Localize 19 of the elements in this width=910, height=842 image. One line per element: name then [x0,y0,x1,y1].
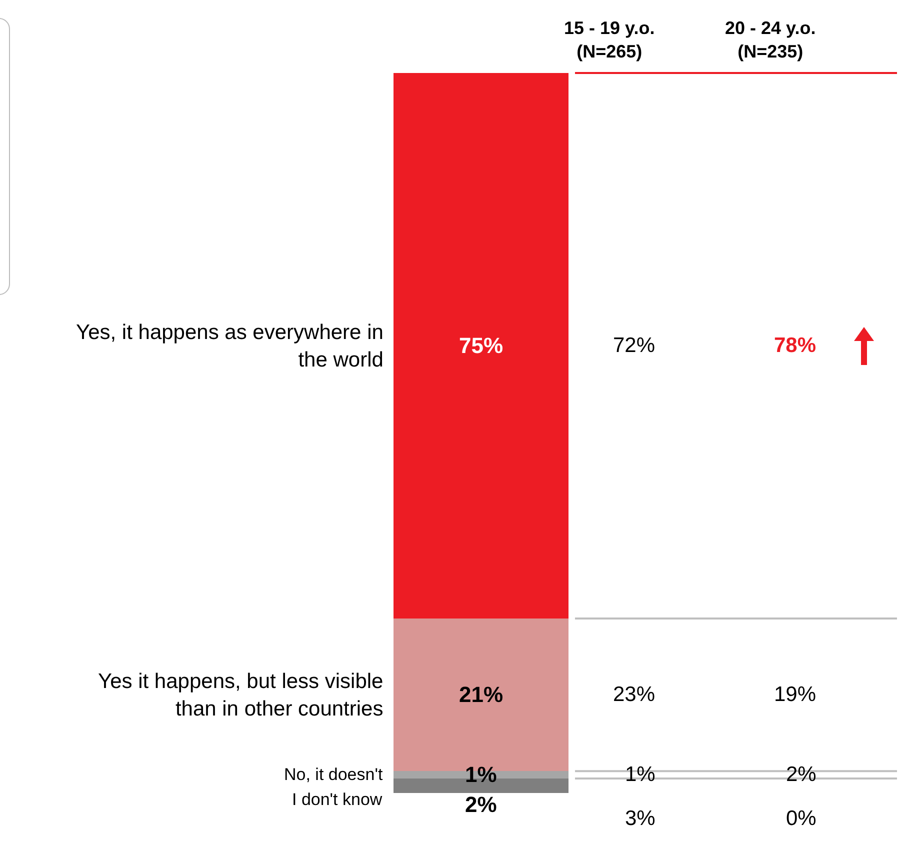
text: 0% [786,807,816,830]
series-label: No, it doesn't [284,765,383,784]
data-label: 21% [459,682,504,707]
series-label: I don't know [292,790,383,809]
text: 1% [625,763,656,786]
text: 23% [613,683,656,706]
data-label: 75% [459,333,504,358]
text: 20 - 24 y.o. (N=235) [725,18,816,62]
text: 19% [774,683,816,706]
text: 72% [613,334,656,357]
text: 15 - 19 y.o. (N=265) [564,18,655,62]
text: 3% [625,807,656,830]
data-label: 2% [465,792,497,817]
text: 2% [786,763,816,786]
series-label: Yes, it happens as everywhere in the world [76,321,384,372]
series-label: Yes it happens, but less visible than in other countries [98,670,384,720]
data-label: 1% [465,762,497,787]
bar [393,73,569,618]
text: 78% [774,334,816,357]
